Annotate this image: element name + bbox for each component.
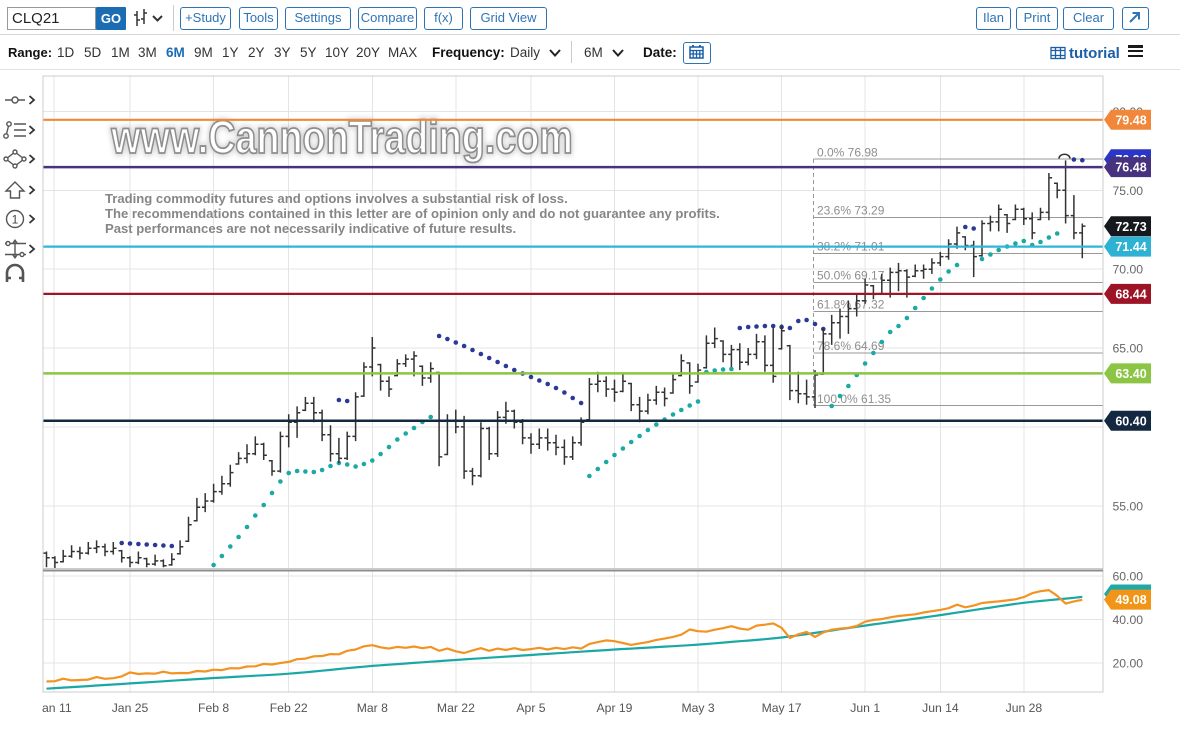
- svg-text:61.8% 67.32: 61.8% 67.32: [817, 298, 885, 312]
- svg-text:Mar 8: Mar 8: [357, 701, 388, 715]
- svg-text:40.00: 40.00: [1113, 613, 1144, 627]
- svg-text:Jan 25: Jan 25: [112, 701, 149, 715]
- svg-text:71.44: 71.44: [1115, 240, 1146, 254]
- svg-text:Mar 22: Mar 22: [437, 701, 475, 715]
- svg-text:Trading commodity futures and: Trading commodity futures and options in…: [105, 191, 568, 206]
- svg-text:23.6% 73.29: 23.6% 73.29: [817, 204, 885, 218]
- svg-text:Apr 5: Apr 5: [516, 701, 545, 715]
- svg-text:Jun 1: Jun 1: [850, 701, 880, 715]
- svg-text:70.00: 70.00: [1113, 263, 1144, 277]
- svg-text:an 11: an 11: [42, 701, 72, 715]
- svg-text:49.08: 49.08: [1115, 593, 1146, 607]
- svg-text:50.0% 69.17: 50.0% 69.17: [817, 269, 885, 283]
- svg-text:Feb 8: Feb 8: [198, 701, 229, 715]
- svg-text:Jun 28: Jun 28: [1006, 701, 1043, 715]
- svg-text:Past performances are not nece: Past performances are not necessarily in…: [105, 221, 516, 236]
- svg-text:1: 1: [12, 213, 19, 227]
- svg-text:May 3: May 3: [681, 701, 714, 715]
- svg-text:20.00: 20.00: [1113, 657, 1144, 671]
- svg-text:100.0% 61.35: 100.0% 61.35: [817, 392, 891, 406]
- svg-text:Apr 19: Apr 19: [597, 701, 633, 715]
- svg-text:Feb 22: Feb 22: [270, 701, 308, 715]
- svg-text:68.44: 68.44: [1115, 288, 1146, 302]
- svg-text:78.6% 64.69: 78.6% 64.69: [817, 339, 885, 353]
- svg-text:65.00: 65.00: [1113, 342, 1144, 356]
- svg-text:60.40: 60.40: [1115, 414, 1146, 428]
- svg-text:63.40: 63.40: [1115, 367, 1146, 381]
- svg-text:79.48: 79.48: [1115, 113, 1146, 127]
- svg-text:0.0% 76.98: 0.0% 76.98: [817, 145, 878, 159]
- svg-text:The recommendations contained: The recommendations contained in this le…: [105, 206, 720, 221]
- svg-text:55.00: 55.00: [1113, 499, 1144, 513]
- svg-text:May 17: May 17: [762, 701, 802, 715]
- svg-text:75.00: 75.00: [1113, 184, 1144, 198]
- svg-text:Jun 14: Jun 14: [922, 701, 959, 715]
- svg-text:72.73: 72.73: [1115, 220, 1146, 234]
- svg-text:60.00: 60.00: [1113, 570, 1144, 584]
- svg-text:76.48: 76.48: [1115, 161, 1146, 175]
